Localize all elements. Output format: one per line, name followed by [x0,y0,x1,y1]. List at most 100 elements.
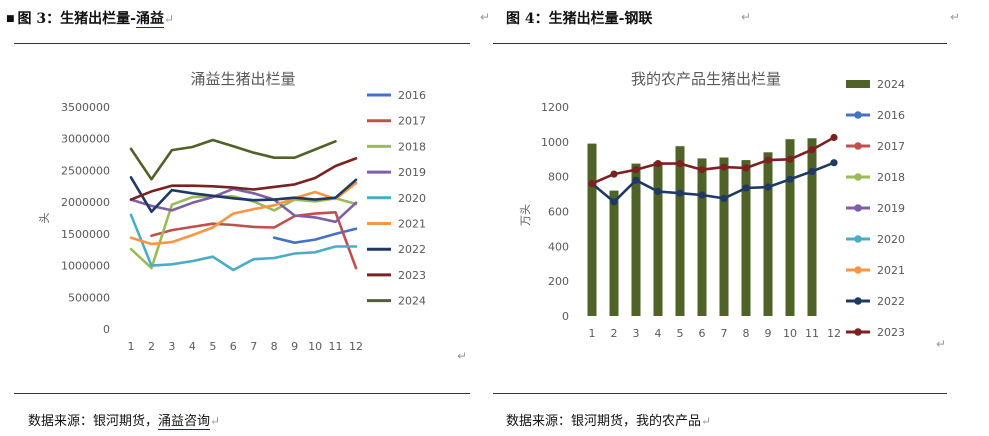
figure-4-caption: 图 4：生猪出栏量-钢联 [506,8,652,28]
series-point-2022 [610,198,618,206]
series-point-2022 [830,159,838,167]
x-tick-label: 7 [721,327,728,340]
series-point-2022 [720,194,728,202]
x-tick-label: 7 [250,340,257,353]
series-point-2023 [830,133,838,142]
series-line-2023 [591,136,835,185]
bar-2024-4 [653,161,663,316]
bullet-square-icon: ■ [6,14,15,24]
x-tick-label: 12 [827,327,841,340]
series-line-2022 [129,176,358,213]
y-tick-label: 0 [562,310,569,323]
legend-marker-2017 [854,142,862,150]
legend-label-2019: 2019 [877,202,905,215]
legend-label-2024: 2024 [877,78,905,91]
x-tick-label: 8 [271,340,278,353]
bar-2024-7 [719,157,729,316]
top-rule-left [14,43,470,44]
return-mark-icon: ↵ [480,10,491,24]
series-point-2022 [808,167,816,175]
y-tick-label: 1500000 [61,228,110,241]
legend-label-2018: 2018 [398,140,426,153]
y-tick-label: 3000000 [61,133,110,146]
legend-label-2023: 2023 [398,269,426,282]
series-point-2023 [698,166,706,174]
series-point-2023 [610,170,618,178]
y-tick-label: 600 [548,206,569,219]
y-tick-label: 1200 [541,101,569,114]
bar-2024-10 [785,139,795,316]
y-tick-label: 2500000 [61,164,110,177]
bottom-rule-right [493,393,947,394]
series-point-2023 [786,155,794,163]
legend-marker-2020 [854,235,862,243]
x-tick-label: 10 [783,327,797,340]
figure-3-caption-text: 图 3：生猪出栏量- [17,11,136,27]
return-mark-icon: ↵ [210,414,221,428]
series-point-2023 [654,160,662,168]
x-tick-label: 11 [805,327,819,340]
return-mark-icon: ↵ [741,10,752,24]
y-tick-label: 400 [548,240,569,253]
series-point-2022 [654,187,662,196]
return-mark-icon: ↵ [701,414,712,428]
legend-marker-2018 [854,173,862,181]
y-axis-label: 头 [38,213,51,224]
x-tick-label: 4 [655,327,662,340]
y-tick-label: 800 [548,171,569,184]
bar-2024-11 [807,138,817,316]
return-mark-icon: ↵ [936,337,947,351]
bottom-rule-left [14,393,470,394]
return-mark-icon: ↵ [950,10,961,24]
series-line-2021 [129,181,358,246]
series-line-2019 [129,187,358,224]
return-mark-icon: ↵ [457,349,468,363]
series-point-2023 [676,160,684,168]
series-point-2022 [698,191,706,199]
x-tick-label: 8 [743,327,750,340]
legend-label-2016: 2016 [877,109,905,122]
x-tick-label: 6 [699,327,706,340]
figure-4-caption-text: 图 4：生猪出栏量-钢联 [506,11,653,27]
figure-3-source: 数据来源：银河期货，涌益咨询↵ [28,410,221,430]
x-tick-label: 6 [230,340,237,353]
series-point-2022 [742,184,750,192]
y-tick-label: 500000 [68,291,110,304]
legend-label-2019: 2019 [398,166,426,179]
series-point-2022 [786,175,794,183]
legend-label-2017: 2017 [398,115,426,128]
figure-3-caption-link[interactable]: 涌益 [135,11,164,28]
bar-2024-9 [763,152,773,316]
series-point-2023 [588,180,596,188]
x-tick-label: 1 [589,327,596,340]
legend-swatch-2024 [846,80,870,88]
x-tick-label: 5 [677,327,684,340]
y-tick-label: 1000 [541,136,569,149]
legend-label-2016: 2016 [398,89,426,102]
legend-label-2022: 2022 [877,295,905,308]
legend-label-2023: 2023 [877,326,905,339]
figure-3-source-text: 数据来源：银河期货， [28,414,159,429]
y-tick-label: 3500000 [61,101,110,114]
series-point-2022 [632,176,640,184]
return-mark-icon: ↵ [163,12,175,26]
legend-label-2022: 2022 [398,243,426,256]
series-point-2023 [720,163,728,171]
legend-label-2021: 2021 [877,264,905,277]
x-tick-label: 2 [611,327,618,340]
figure-3-source-link[interactable]: 涌益咨询 [158,414,211,430]
x-tick-label: 3 [633,327,640,340]
x-tick-label: 12 [349,340,363,353]
x-tick-label: 5 [209,340,216,353]
bar-2024-1 [587,143,597,316]
series-line-2023 [129,157,358,201]
x-tick-label: 9 [765,327,772,340]
series-point-2023 [632,166,640,174]
figure-3-caption: ■ 图 3：生猪出栏量-涌益↵ [6,8,174,28]
x-tick-label: 10 [308,340,322,353]
legend-label-2024: 2024 [398,295,426,308]
legend-marker-2023 [854,328,862,336]
series-point-2022 [764,183,772,191]
